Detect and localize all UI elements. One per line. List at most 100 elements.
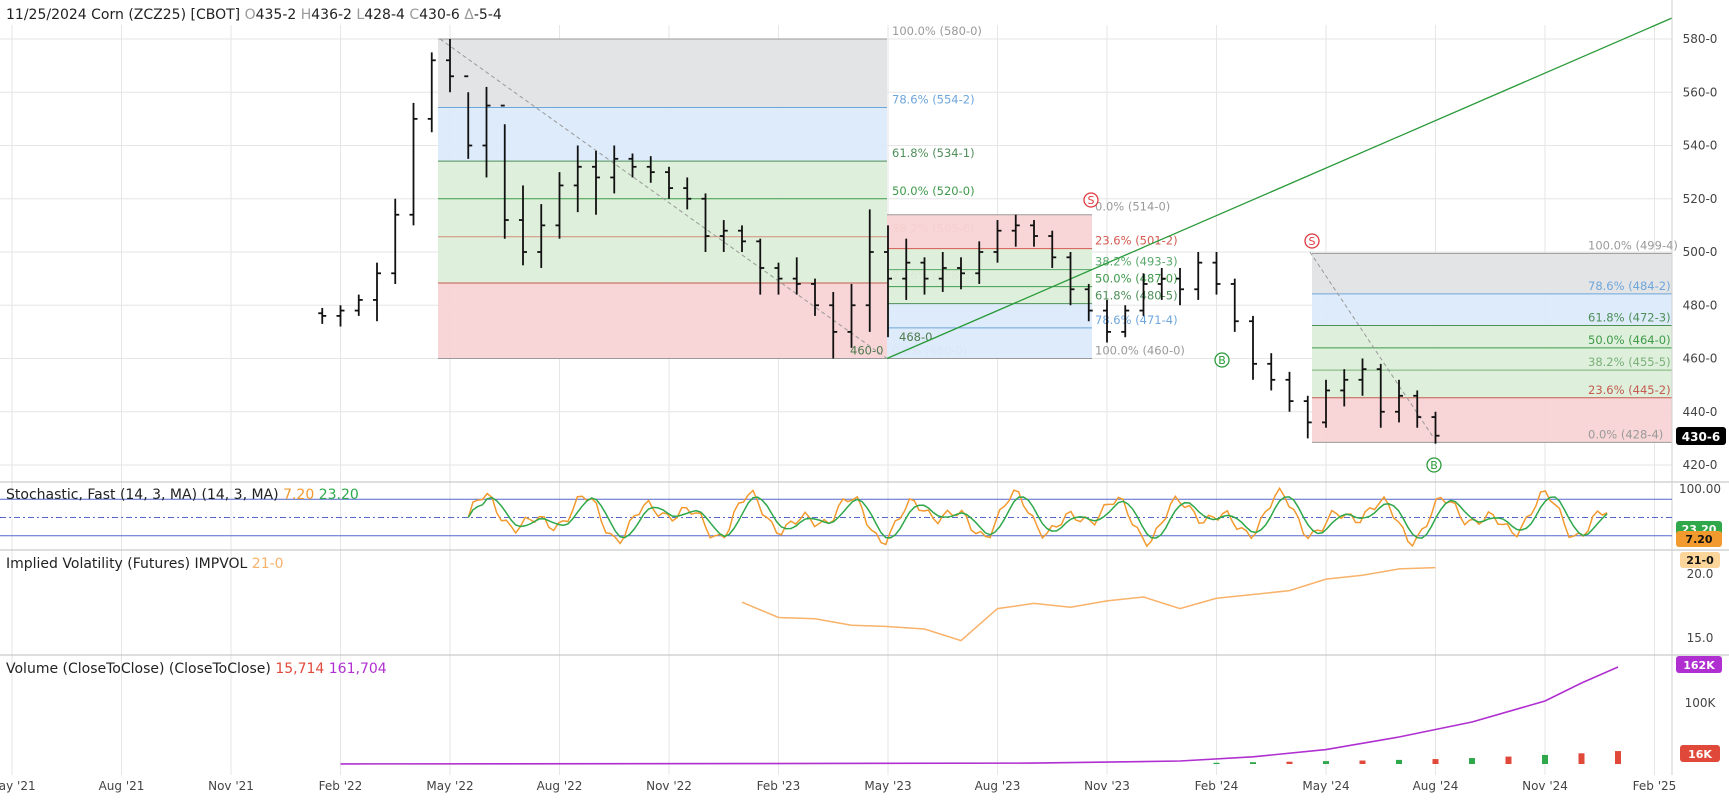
time-tick-label: Feb '24 [1195, 779, 1239, 793]
price-tick-label: 420-0 [1683, 458, 1718, 472]
fib-level-label: 23.6% (501-2) [1095, 234, 1178, 248]
fib-zone [1312, 325, 1672, 348]
fib-zone [887, 248, 1092, 270]
fib-zone [887, 303, 1092, 328]
open-interest-tag: 162K [1676, 656, 1722, 673]
time-tick-label: Nov '21 [208, 779, 254, 793]
svg-text:430-6: 430-6 [1682, 430, 1720, 444]
volume-tag: 16K [1680, 745, 1720, 762]
fib-level-label: 78.6% (471-4) [1095, 313, 1178, 327]
volume-bar [1432, 759, 1439, 764]
fibonacci-retracements: 100.0% (580-0) 78.6% (554-2) 61.8% (534-1)… [438, 24, 1678, 443]
time-axis: May '21 Aug '21 Nov '21 Feb '22 May '22 Aug '… [0, 779, 1676, 793]
time-tick-label: Aug '24 [1413, 779, 1459, 793]
volume-bar [1286, 761, 1293, 764]
stochastic-title: Stochastic, Fast (14, 3, MA) (14, 3, MA)… [6, 487, 359, 503]
svg-text:7.20: 7.20 [1685, 533, 1712, 546]
volume-bar [1250, 762, 1256, 764]
signal-marker [1426, 457, 1442, 473]
fib-zone [1312, 293, 1672, 326]
fib-level-label: 38.2% (493-3) [1095, 255, 1178, 269]
fib-zone [438, 107, 887, 162]
signal-marker [1214, 352, 1230, 368]
time-tick-label: Feb '25 [1633, 779, 1677, 793]
ivol-tag: 21-0 [1680, 552, 1720, 568]
fib-level-label: 61.8% (480-5) [1095, 289, 1178, 303]
last-price-tag: 430-6 [1676, 427, 1726, 445]
time-tick-label: May '22 [426, 779, 473, 793]
uptrend-line [886, 17, 1673, 360]
open-interest-line [340, 666, 1619, 765]
fib-level-label: 100.0% (460-0) [1095, 344, 1185, 358]
fib-level-label: 78.6% (554-2) [892, 93, 975, 107]
fib-zone [887, 269, 1092, 287]
volume-bar [1359, 760, 1366, 764]
fib-level-label: 61.8% (472-3) [1588, 311, 1671, 325]
fib-level-label: 38.2% (455-5) [1588, 355, 1671, 369]
fib-level-label: 23.6% (445-2) [1588, 383, 1671, 397]
fib-zone [1312, 370, 1672, 398]
volume-bar [1469, 758, 1475, 764]
fib-level-label: 0.0% (514-0) [1095, 200, 1170, 214]
signal-marker [1304, 233, 1320, 249]
implied-volatility-line [741, 566, 1436, 642]
time-tick-label: Nov '24 [1522, 779, 1568, 793]
price-tick-label: 580-0 [1683, 32, 1718, 46]
stochastic-panel [0, 486, 1672, 548]
signal-marker-letter: S [1088, 194, 1095, 207]
svg-text:16K: 16K [1688, 748, 1712, 761]
volume-bar [1578, 753, 1585, 764]
volume-tick-100k: 100K [1685, 696, 1717, 710]
fib-low-label: 460-0 [850, 344, 883, 358]
fib-level-label: 61.8% (534-1) [892, 146, 975, 160]
time-tick-label: May '21 [0, 779, 36, 793]
price-tick-label: 540-0 [1683, 139, 1718, 153]
price-bars [318, 39, 1440, 444]
fib-level-label: 50.0% (464-0) [1588, 333, 1671, 347]
ivol-tick-20: 20.0 [1687, 567, 1714, 581]
signal-markers: S S B B [1083, 192, 1442, 473]
retracement-dashed-line [439, 38, 888, 359]
retracement-dashed-line [1309, 251, 1435, 439]
volume-bar [1615, 751, 1621, 764]
fib-mid-label: 468-0 [899, 330, 932, 344]
price-tick-label: 520-0 [1683, 192, 1718, 206]
volume-bar [1213, 762, 1220, 764]
stochastic-fast-tag: 7.20 [1676, 531, 1722, 547]
signal-marker-letter: B [1430, 459, 1438, 472]
price-tick-label: 560-0 [1683, 85, 1718, 99]
fib-zone [1312, 397, 1672, 443]
volume-bar [1323, 761, 1329, 764]
volume-title: Volume (CloseToClose) (CloseToClose) 15,… [6, 661, 387, 677]
time-tick-label: Feb '22 [319, 779, 363, 793]
price-tick-label: 460-0 [1683, 352, 1718, 366]
volume-bar [1542, 754, 1548, 764]
fib-zone [438, 161, 887, 199]
time-tick-label: Nov '22 [646, 779, 692, 793]
fib-level-label: 100.0% (499-4) [1588, 238, 1678, 252]
fib-zone [1312, 253, 1672, 294]
time-tick-label: Aug '23 [975, 779, 1021, 793]
time-tick-label: Aug '22 [537, 779, 583, 793]
fib-level-label: 78.6% (484-2) [1588, 279, 1671, 293]
price-axis: 580-0 560-0 540-0 520-0 500-0 480-0 460-0 440-0… [1683, 32, 1718, 472]
trendlines [439, 17, 1673, 439]
stochastic-axis-100: 100.00 [1679, 482, 1721, 496]
stochastic-slow-line [467, 496, 1608, 539]
time-tick-label: May '24 [1302, 779, 1349, 793]
signal-marker [1083, 192, 1099, 208]
fib-zone [1312, 347, 1672, 371]
price-tick-label: 480-0 [1683, 298, 1718, 312]
volume-panel [340, 666, 1621, 765]
price-tick-label: 500-0 [1683, 245, 1718, 259]
fib-zone [887, 214, 1092, 249]
volume-bar [1505, 756, 1512, 764]
signal-marker-letter: B [1218, 354, 1226, 367]
price-tick-label: 440-0 [1683, 405, 1718, 419]
fib-zone [887, 286, 1092, 304]
time-tick-label: May '23 [864, 779, 911, 793]
time-tick-label: Aug '21 [99, 779, 145, 793]
fib-level-label: 50.0% (520-0) [892, 184, 975, 198]
stochastic-fast-line [467, 486, 1608, 548]
